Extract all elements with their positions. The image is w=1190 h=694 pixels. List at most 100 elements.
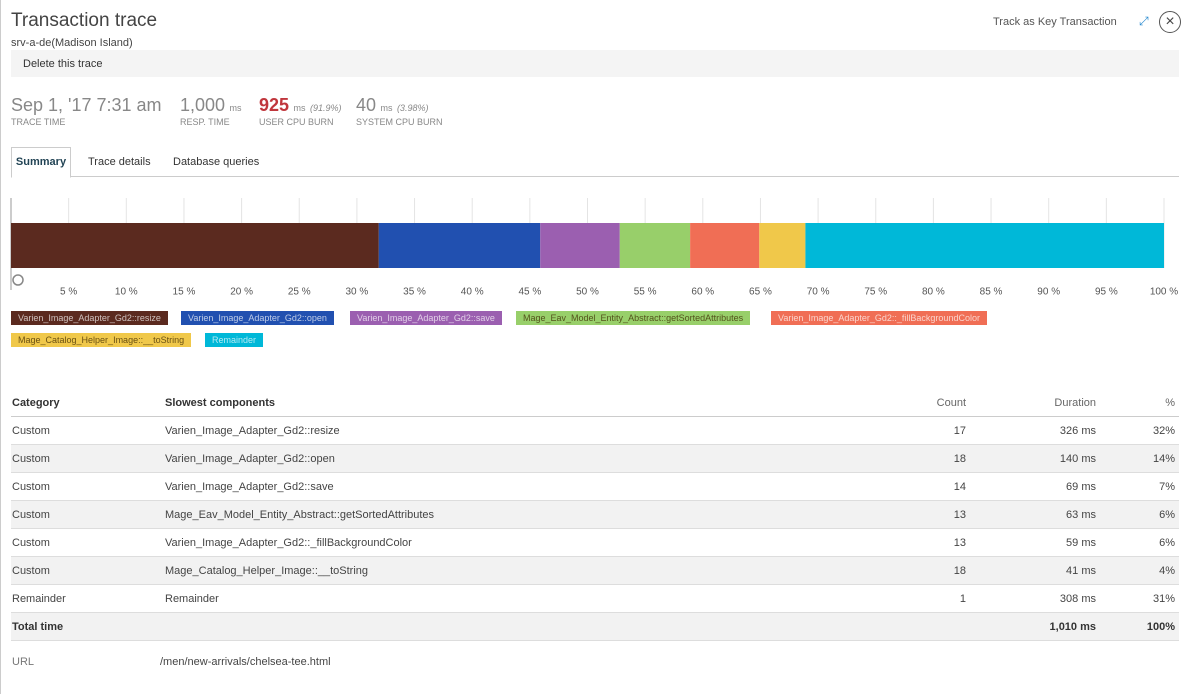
x-tick-label: 70 % [807,287,830,298]
column-header: Slowest components [165,397,276,409]
column-header: Category [12,397,60,409]
x-tick-label: 100 % [1150,287,1178,298]
table-cell: Custom [12,453,50,465]
table-cell: 63 ms [1066,509,1096,521]
bar-segment [805,223,1164,268]
column-header: % [1165,397,1175,409]
x-tick-label: 15 % [173,287,196,298]
table-cell: 13 [953,509,966,521]
table-row [11,557,1179,585]
track-link[interactable]: Track as Key Transaction [993,16,1117,28]
table-cell: 1 [959,593,966,605]
title: Transaction trace [11,10,158,31]
tab-line [11,176,1179,177]
table-cell: 17 [953,425,966,437]
slider-handle [12,274,24,286]
table-cell: 140 ms [1059,453,1096,465]
legend-item: Remainder [205,333,264,347]
table-header-row [11,389,1179,417]
table-cell: Custom [12,509,50,521]
table-cell: Mage_Eav_Model_Entity_Abstract::getSorte… [165,509,435,521]
table-row [11,501,1179,529]
legend-item: Varien_Image_Adapter_Gd2::resize [11,311,168,325]
x-tick-label: 65 % [749,287,772,298]
bar-segment [11,223,379,268]
metric-value: 925 [259,95,290,115]
metric: 925 ms (91.9%) USER CPU BURN [259,95,341,127]
x-tick-label: 60 % [691,287,714,298]
metric-value: 40 [356,95,377,115]
tab[interactable]: Summary [11,147,71,178]
table-cell: Mage_Catalog_Helper_Image::__toString [165,565,369,577]
total-cell: 100% [1146,621,1175,633]
x-tick-label: 75 % [864,287,887,298]
url-label: URL [12,656,35,668]
metric-unit: ms [293,103,306,113]
total-cell: Total time [12,621,64,633]
table-cell: 6% [1159,509,1175,521]
toolbar [11,50,1179,77]
x-tick-label: 80 % [922,287,945,298]
expand-icon[interactable]: ⤢ [1139,14,1149,28]
table-cell: 31% [1152,593,1175,605]
table-row [11,585,1179,613]
tab[interactable]: Trace details [88,156,151,168]
table-cell: 13 [953,537,966,549]
table-cell: Varien_Image_Adapter_Gd2::_fillBackgroun… [165,537,412,549]
x-tick-label: 30 % [346,287,369,298]
table-cell: Custom [12,481,50,493]
x-tick-label: 10 % [115,287,138,298]
x-tick-label: 40 % [461,287,484,298]
metric-label: TRACE TIME [11,117,66,127]
column-header: Count [936,397,966,409]
legend-item: Varien_Image_Adapter_Gd2::save [350,311,502,325]
table-row [11,445,1179,473]
table-row [11,529,1179,557]
table-cell: Custom [12,537,50,549]
metric-label: SYSTEM CPU BURN [356,117,443,127]
x-tick-label: 95 % [1095,287,1118,298]
metric-label: USER CPU BURN [259,117,334,127]
table-cell: 7% [1159,481,1175,493]
metric-unit: ms [229,103,242,113]
table-cell: Remainder [165,593,219,605]
table-cell: 14% [1152,453,1175,465]
table-cell: 59 ms [1066,537,1096,549]
table-cell: 18 [953,453,966,465]
x-tick-label: 45 % [518,287,541,298]
table-row [11,417,1179,445]
table-cell: Varien_Image_Adapter_Gd2::resize [165,425,340,437]
table-cell: 14 [953,481,966,493]
bar-segment [759,223,806,268]
table-cell: 18 [953,565,966,577]
metric: 40 ms (3.98%) SYSTEM CPU BURN [356,95,443,127]
x-tick-label: 20 % [230,287,253,298]
metric-unit: ms [380,103,393,113]
table-cell: Varien_Image_Adapter_Gd2::save [165,481,334,493]
table-cell: Custom [12,565,50,577]
x-tick-label: 50 % [576,287,599,298]
close-button[interactable]: × [1159,11,1181,33]
table-cell: 4% [1159,565,1175,577]
url-value: /men/new-arrivals/chelsea-tee.html [160,656,331,668]
table-cell: 32% [1152,425,1175,437]
table-cell: 41 ms [1066,565,1096,577]
bar-segment [619,223,691,268]
metric-note: (91.9%) [309,103,342,113]
x-tick-label: 85 % [980,287,1003,298]
delete-button[interactable]: Delete this trace [23,58,103,70]
column-header: Duration [1054,397,1096,409]
subtitle: srv-a-de(Madison Island) [11,37,133,49]
x-tick-label: 90 % [1037,287,1060,298]
legend-item: Varien_Image_Adapter_Gd2::open [181,311,334,325]
bar-segment [690,223,760,268]
x-tick-label: 55 % [634,287,657,298]
table-cell: Remainder [12,593,66,605]
x-tick-label: 35 % [403,287,426,298]
x-tick-label: 5 % [60,287,77,298]
metric: Sep 1, '17 7:31 am TRACE TIME [11,95,162,127]
bar-segment [540,223,620,268]
chart: 5 % 10 % 15 % 20 % 25 % 30 % 35 % 40 % 45 % 50 % 5… [10,198,1178,298]
tab[interactable]: Database queries [173,156,260,168]
